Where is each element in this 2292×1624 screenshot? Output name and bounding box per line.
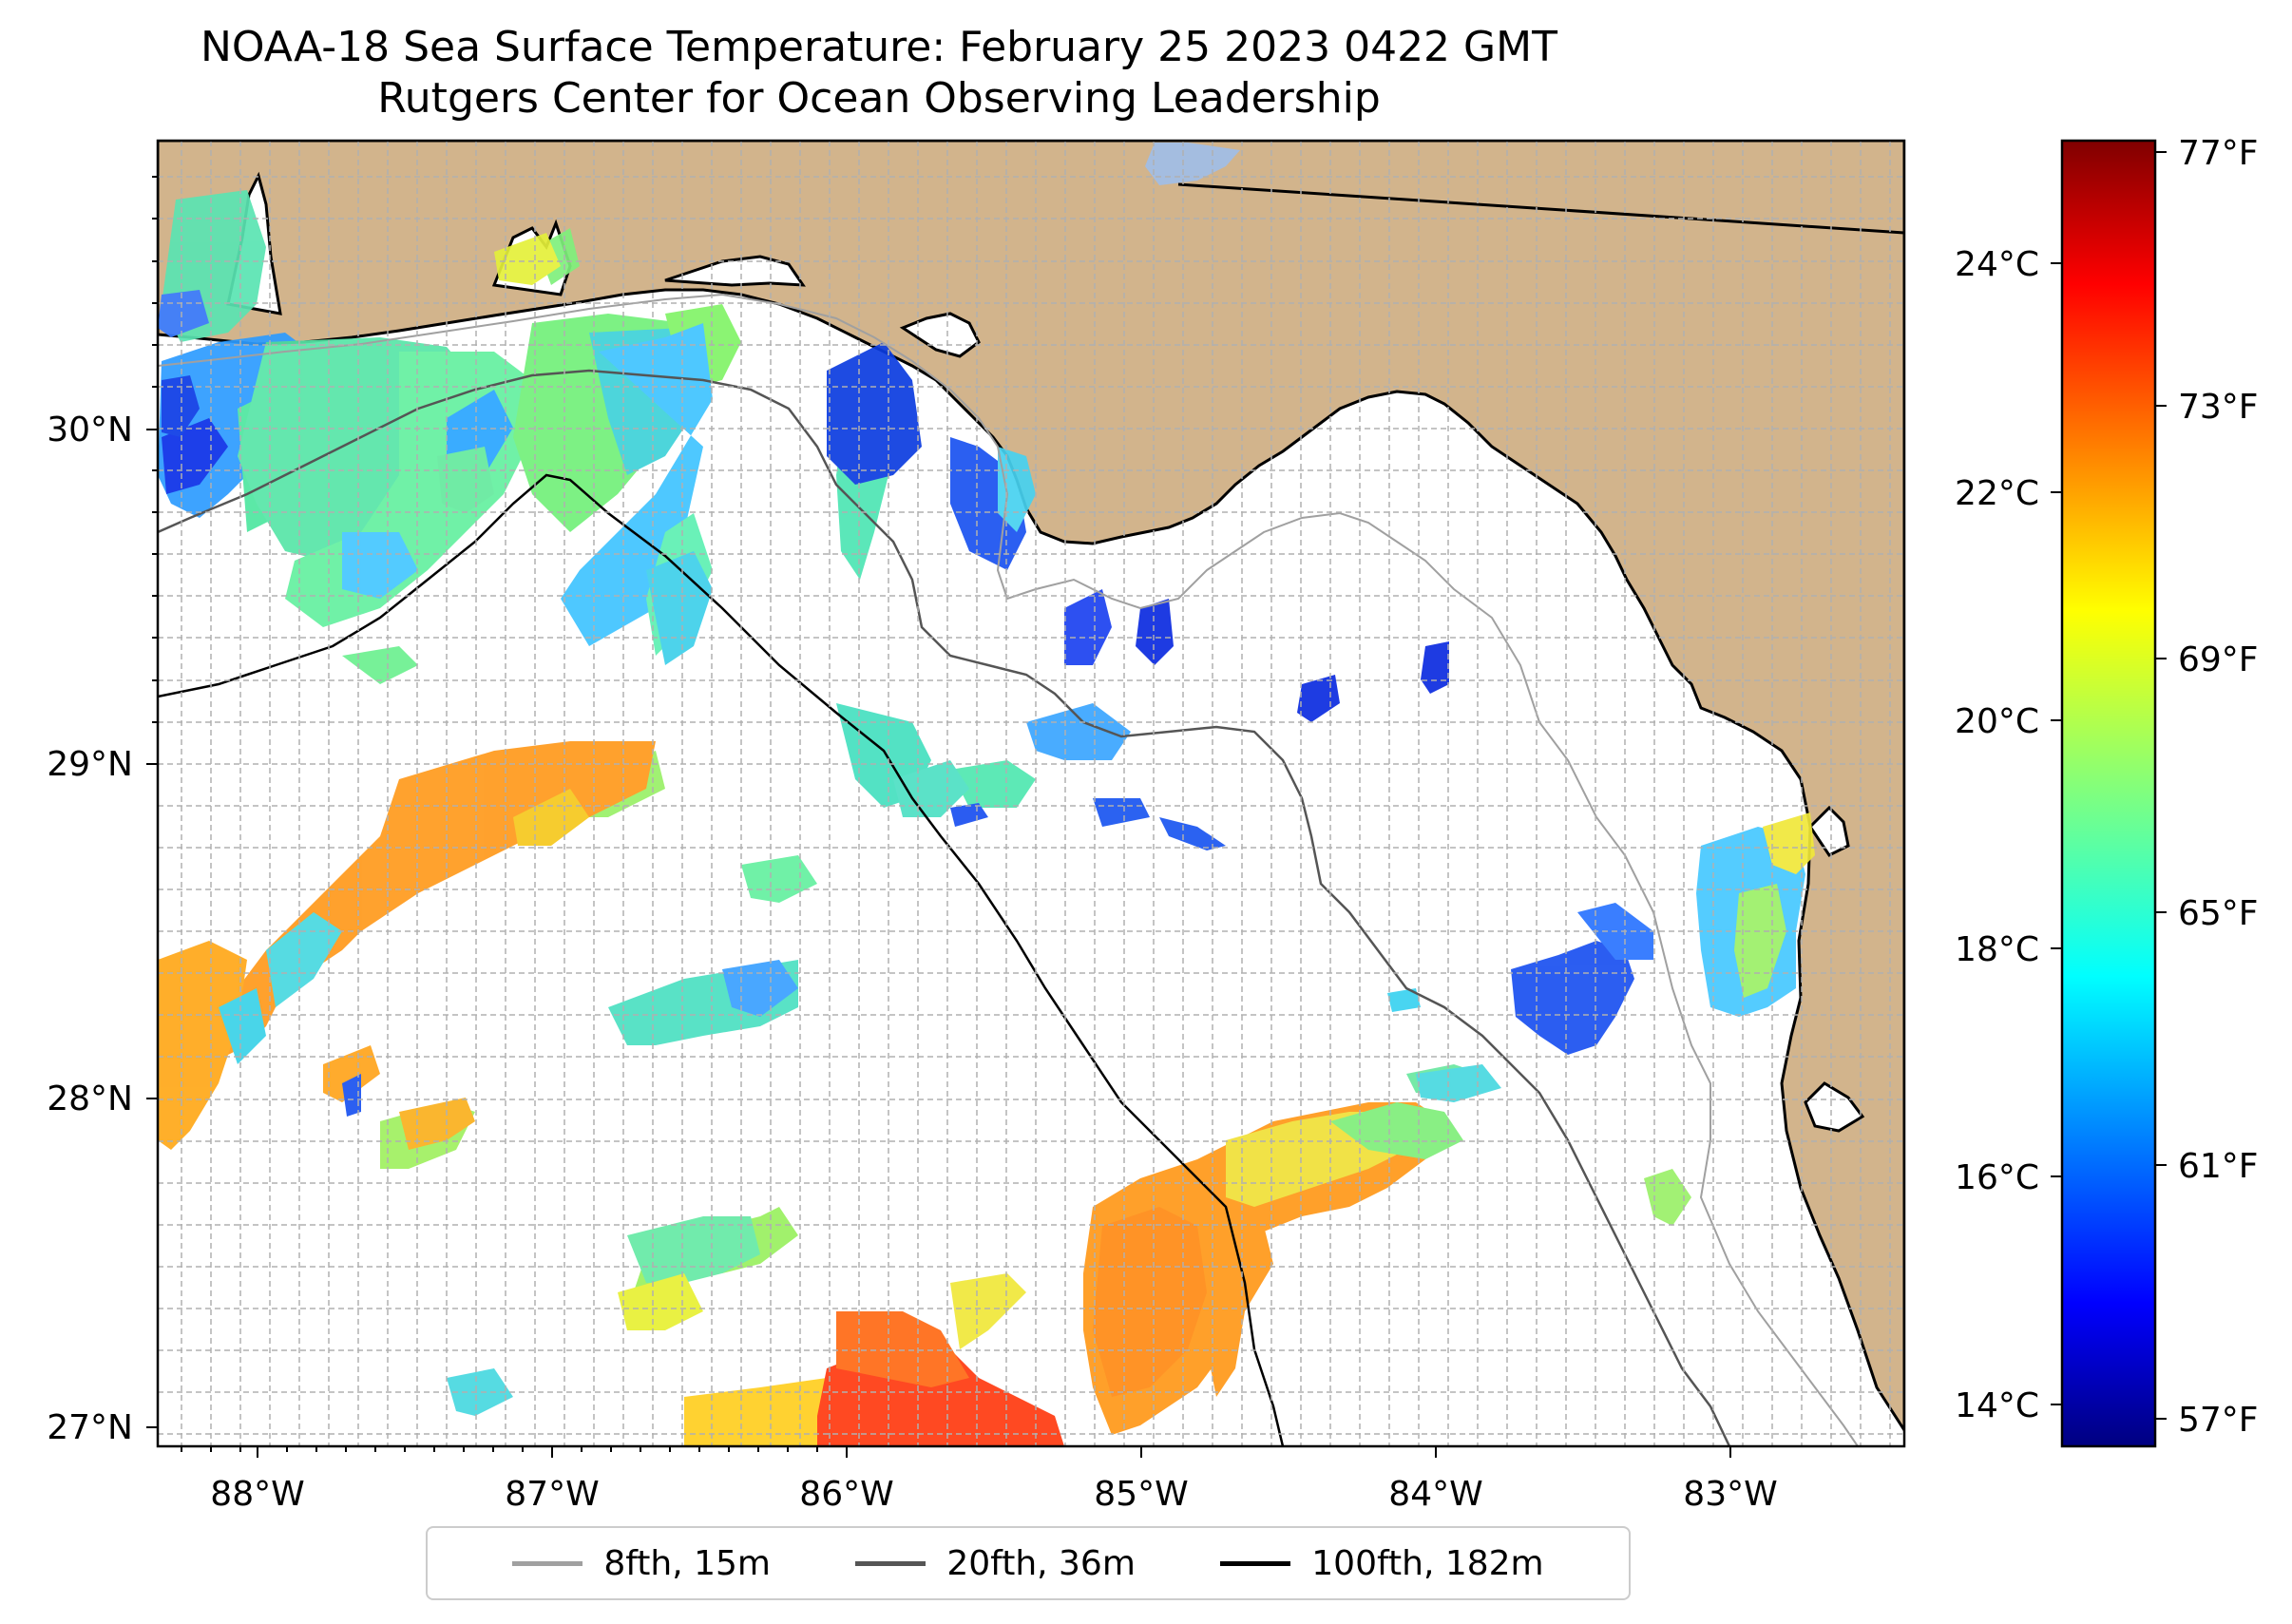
colorbar-ticks	[2051, 151, 2167, 1420]
lake	[1145, 143, 1240, 185]
colorbar-celsius-label: 16°C	[1955, 1158, 2039, 1197]
legend-swatch	[1220, 1560, 1291, 1566]
lat-label-29n: 29°N	[47, 745, 133, 784]
lat-label-30n: 30°N	[47, 411, 133, 449]
legend-label: 8fth, 15m	[603, 1543, 771, 1583]
map-frame	[156, 139, 1906, 1448]
colorbar-celsius-label: 24°C	[1955, 245, 2039, 284]
legend-item-100fth: 100fth, 182m	[1220, 1543, 1544, 1583]
lon-label-84w: 84°W	[1388, 1475, 1482, 1514]
legend-item-20fth: 20fth, 36m	[855, 1544, 1136, 1583]
colorbar-fahrenheit-label: 65°F	[2178, 894, 2259, 933]
lat-label-28n: 28°N	[47, 1079, 133, 1118]
lon-label-85w: 85°W	[1094, 1475, 1188, 1514]
legend-item-8fth: 8fth, 15m	[512, 1544, 771, 1583]
colorbar-celsius-label: 22°C	[1955, 474, 2039, 513]
bay	[664, 255, 806, 287]
lat-label-27n: 27°N	[47, 1408, 133, 1447]
isobath-8fth	[158, 293, 1859, 1446]
state-border	[1177, 182, 1904, 235]
lon-label-86w: 86°W	[799, 1475, 893, 1514]
lon-label-87w: 87°W	[505, 1475, 599, 1514]
legend-label: 20fth, 36m	[946, 1543, 1136, 1583]
colorbar-fahrenheit-label: 77°F	[2178, 134, 2259, 173]
legend-label: 100fth, 182m	[1311, 1543, 1544, 1583]
isobath-100fth	[158, 473, 1285, 1446]
map-title: NOAA-18 Sea Surface Temperature: Februar…	[201, 23, 1557, 71]
map-panel	[158, 141, 1904, 1446]
lon-label-88w: 88°W	[210, 1475, 304, 1514]
axis-ticks	[146, 176, 1731, 1458]
colorbar-celsius-label: 18°C	[1955, 930, 2039, 969]
colorbar-celsius-label: 14°C	[1955, 1386, 2039, 1425]
colorbar-fahrenheit-label: 57°F	[2178, 1401, 2259, 1440]
legend-swatch	[855, 1560, 926, 1566]
legend-swatch	[512, 1560, 583, 1566]
isobath-20fth	[158, 369, 1731, 1446]
colorbar-fahrenheit-label: 61°F	[2178, 1147, 2259, 1186]
bay	[1808, 805, 1850, 857]
bay	[1804, 1081, 1865, 1133]
map-subtitle: Rutgers Center for Ocean Observing Leade…	[377, 74, 1381, 123]
colorbar-fahrenheit-label: 73°F	[2178, 388, 2259, 427]
colorbar-celsius-label: 20°C	[1955, 702, 2039, 741]
colorbar	[2060, 139, 2157, 1448]
colorbar-fahrenheit-label: 69°F	[2178, 640, 2259, 679]
land-area	[158, 141, 1904, 1433]
lon-label-83w: 83°W	[1683, 1475, 1777, 1514]
isobath-legend: 8fth, 15m 20fth, 36m 100fth, 182m	[426, 1526, 1631, 1600]
